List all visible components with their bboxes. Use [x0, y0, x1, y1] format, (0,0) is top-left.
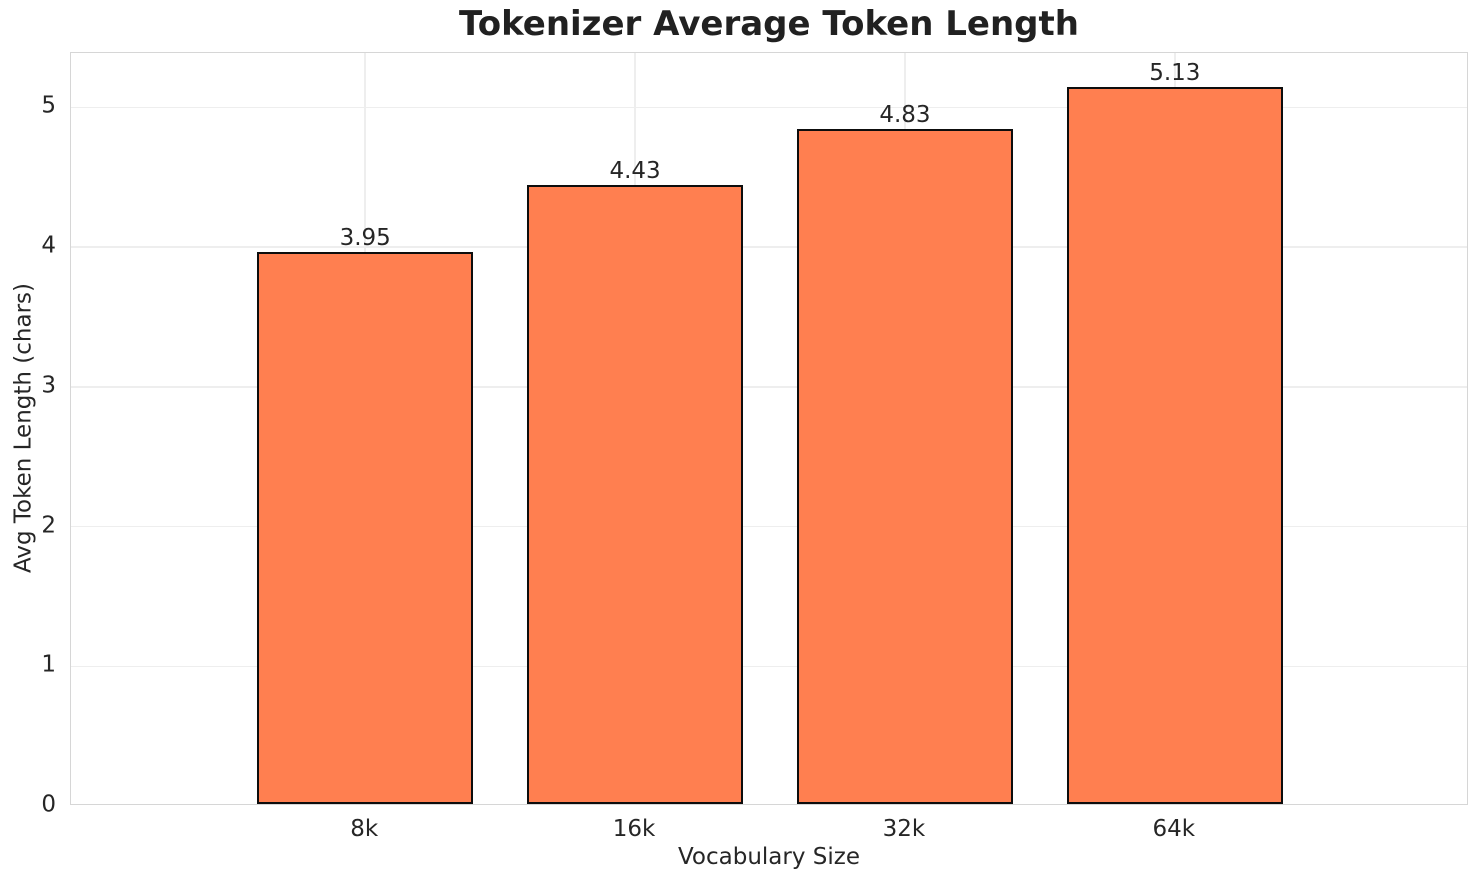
bar: [527, 185, 743, 804]
chart-title: Tokenizer Average Token Length: [459, 4, 1079, 44]
bar-value-label: 4.43: [609, 158, 661, 185]
bar: [796, 129, 1013, 804]
x-tick-label: 16k: [612, 816, 656, 842]
plot-area: 3.95 4.43 4.83 5.13: [70, 52, 1468, 805]
gridline-horizontal: [71, 665, 1467, 668]
gridline-horizontal: [71, 386, 1467, 388]
y-tick-label: 1: [41, 651, 56, 678]
y-tick-label: 5: [41, 92, 56, 119]
x-axis-label: Vocabulary Size: [677, 844, 860, 870]
bar-value-label: 4.83: [879, 102, 931, 129]
x-tick-label: 8k: [350, 816, 379, 842]
x-tick-label: 32k: [882, 816, 926, 842]
gridline-horizontal: [71, 106, 1467, 109]
x-tick-label: 64k: [1152, 816, 1196, 842]
y-tick-label: 3: [41, 372, 56, 399]
gridline-horizontal: [71, 246, 1467, 248]
bar-value-label: 3.95: [339, 225, 391, 252]
bar-value-label: 5.13: [1149, 60, 1201, 87]
y-tick-label: 0: [41, 791, 56, 818]
gridline-horizontal: [71, 525, 1467, 528]
y-tick-label: 2: [41, 512, 56, 539]
bar: [257, 252, 474, 804]
bar: [1066, 87, 1283, 804]
y-tick-label: 4: [41, 232, 56, 259]
